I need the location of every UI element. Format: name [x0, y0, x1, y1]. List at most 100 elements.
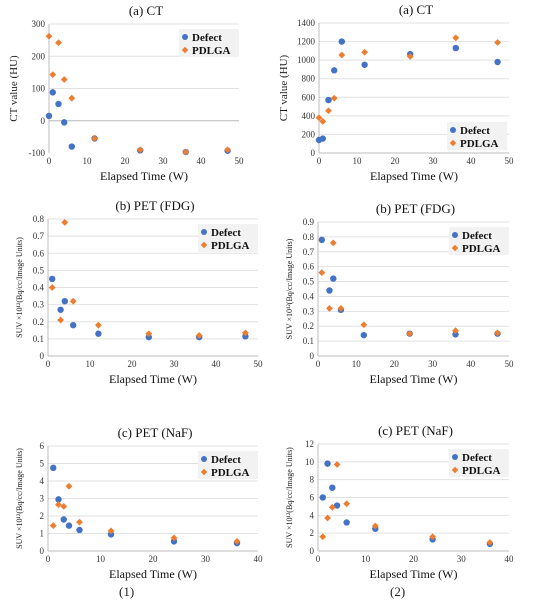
- chart-title: (b) PET (FDG): [115, 198, 194, 213]
- y-tick-label: 4: [40, 476, 45, 486]
- x-tick-label: 10: [83, 156, 93, 166]
- legend-label-pdlga: PDLGA: [462, 465, 501, 477]
- point-defect: [319, 494, 326, 501]
- y-tick-label: 0.2: [33, 317, 44, 327]
- y-axis-label: SUV ×10¹²(Bq/cc/Image Units): [15, 448, 24, 549]
- legend-box: [447, 122, 507, 150]
- column-label-2: (2): [390, 584, 406, 599]
- x-tick-label: 10: [86, 359, 96, 369]
- chart-title: (c) PET (NaF): [378, 423, 453, 438]
- y-tick-label: 0: [310, 546, 315, 556]
- x-tick-label: 10: [361, 554, 371, 564]
- y-tick-label: 0.1: [33, 334, 44, 344]
- legend-marker-pdlga: [181, 46, 189, 54]
- x-tick-label: 50: [505, 359, 515, 369]
- y-tick-label: 100: [32, 84, 46, 94]
- point-pdlga: [429, 533, 436, 541]
- y-tick-label: 6: [310, 493, 315, 503]
- x-tick-label: 10: [353, 156, 363, 166]
- point-defect: [68, 143, 76, 150]
- point-defect: [360, 331, 368, 339]
- point-defect: [49, 275, 56, 283]
- x-tick-label: 20: [390, 359, 400, 369]
- y-tick-label: 8: [310, 475, 315, 485]
- y-tick-label: 300: [32, 19, 46, 29]
- point-pdlga: [60, 502, 68, 510]
- y-tick-label: 0.7: [33, 231, 45, 241]
- x-tick-label: 20: [391, 156, 401, 166]
- point-defect: [145, 333, 152, 341]
- x-axis-label: Elapsed Time (W): [370, 372, 458, 386]
- point-defect: [61, 298, 68, 305]
- point-defect: [76, 526, 83, 534]
- point-defect: [242, 333, 249, 340]
- point-defect: [57, 306, 64, 313]
- point-defect: [326, 287, 333, 294]
- point-pdlga: [330, 94, 338, 102]
- point-pdlga: [494, 329, 501, 337]
- x-tick-label: 20: [128, 359, 138, 369]
- x-tick-label: 50: [254, 359, 264, 369]
- y-tick-label: 5: [40, 459, 45, 469]
- point-pdlga: [224, 146, 231, 154]
- y-axis-label: CT value (HU): [278, 54, 290, 121]
- x-tick-label: 30: [429, 156, 439, 166]
- point-pdlga: [57, 316, 64, 324]
- x-tick-label: 30: [201, 554, 211, 564]
- point-pdlga: [49, 522, 57, 530]
- x-tick-label: 40: [467, 156, 477, 166]
- point-pdlga: [76, 518, 83, 526]
- legend-marker-defect: [452, 454, 458, 460]
- point-defect: [343, 519, 350, 526]
- point-pdlga: [452, 34, 460, 42]
- point-defect: [361, 61, 368, 68]
- legend-label-defect: Defect: [460, 125, 490, 137]
- point-pdlga: [328, 503, 336, 511]
- y-tick-label: 200: [32, 51, 46, 61]
- y-tick-label: 2: [310, 528, 315, 538]
- point-pdlga: [315, 114, 323, 122]
- y-tick-label: 800: [302, 74, 316, 84]
- x-tick-label: 0: [46, 554, 51, 564]
- point-defect: [170, 538, 178, 545]
- chart-ct-2: 0 200 400 600 800 1000 1200 1400 0 10 20 30 40 50 (a) …: [278, 2, 514, 183]
- point-pdlga: [343, 500, 351, 508]
- point-pdlga: [371, 522, 379, 530]
- y-tick-label: 0.4: [303, 291, 315, 301]
- legend-box: [198, 224, 258, 252]
- point-pdlga: [242, 329, 249, 337]
- legend-marker-pdlga: [200, 241, 208, 249]
- x-tick-label: 10: [352, 359, 362, 369]
- y-tick-label: 10: [305, 457, 315, 467]
- chart-title: (a) CT: [129, 3, 163, 18]
- point-defect: [95, 330, 102, 337]
- point-defect: [452, 44, 459, 52]
- x-tick-label: 0: [317, 156, 322, 166]
- y-tick-label: 1200: [297, 37, 316, 47]
- y-tick-label: 0: [311, 148, 316, 158]
- y-tick-label: 3: [40, 494, 45, 504]
- chart-title: (b) PET (FDG): [376, 201, 455, 216]
- x-axis-label: Elapsed Time (W): [109, 372, 197, 386]
- y-tick-label: 200: [302, 129, 316, 139]
- point-defect: [55, 100, 62, 108]
- x-tick-label: 10: [96, 554, 106, 564]
- point-pdlga: [55, 501, 62, 509]
- y-tick-label: 600: [302, 92, 316, 102]
- y-tick-label: 0.6: [33, 248, 45, 258]
- point-pdlga: [136, 146, 144, 154]
- point-pdlga: [486, 539, 494, 546]
- y-tick-label: 4: [310, 510, 315, 520]
- legend-label-pdlga: PDLGA: [211, 240, 250, 252]
- x-tick-label: 40: [505, 554, 515, 564]
- legend-box: [198, 451, 258, 479]
- point-pdlga: [55, 39, 62, 47]
- x-axis-label: Elapsed Time (W): [109, 567, 197, 581]
- y-tick-label: 1400: [297, 18, 316, 28]
- legend-box: [449, 449, 509, 477]
- point-pdlga: [195, 332, 203, 339]
- point-pdlga: [325, 107, 332, 115]
- x-tick-label: 0: [316, 554, 321, 564]
- x-tick-label: 0: [316, 359, 321, 369]
- x-tick-label: 30: [428, 359, 438, 369]
